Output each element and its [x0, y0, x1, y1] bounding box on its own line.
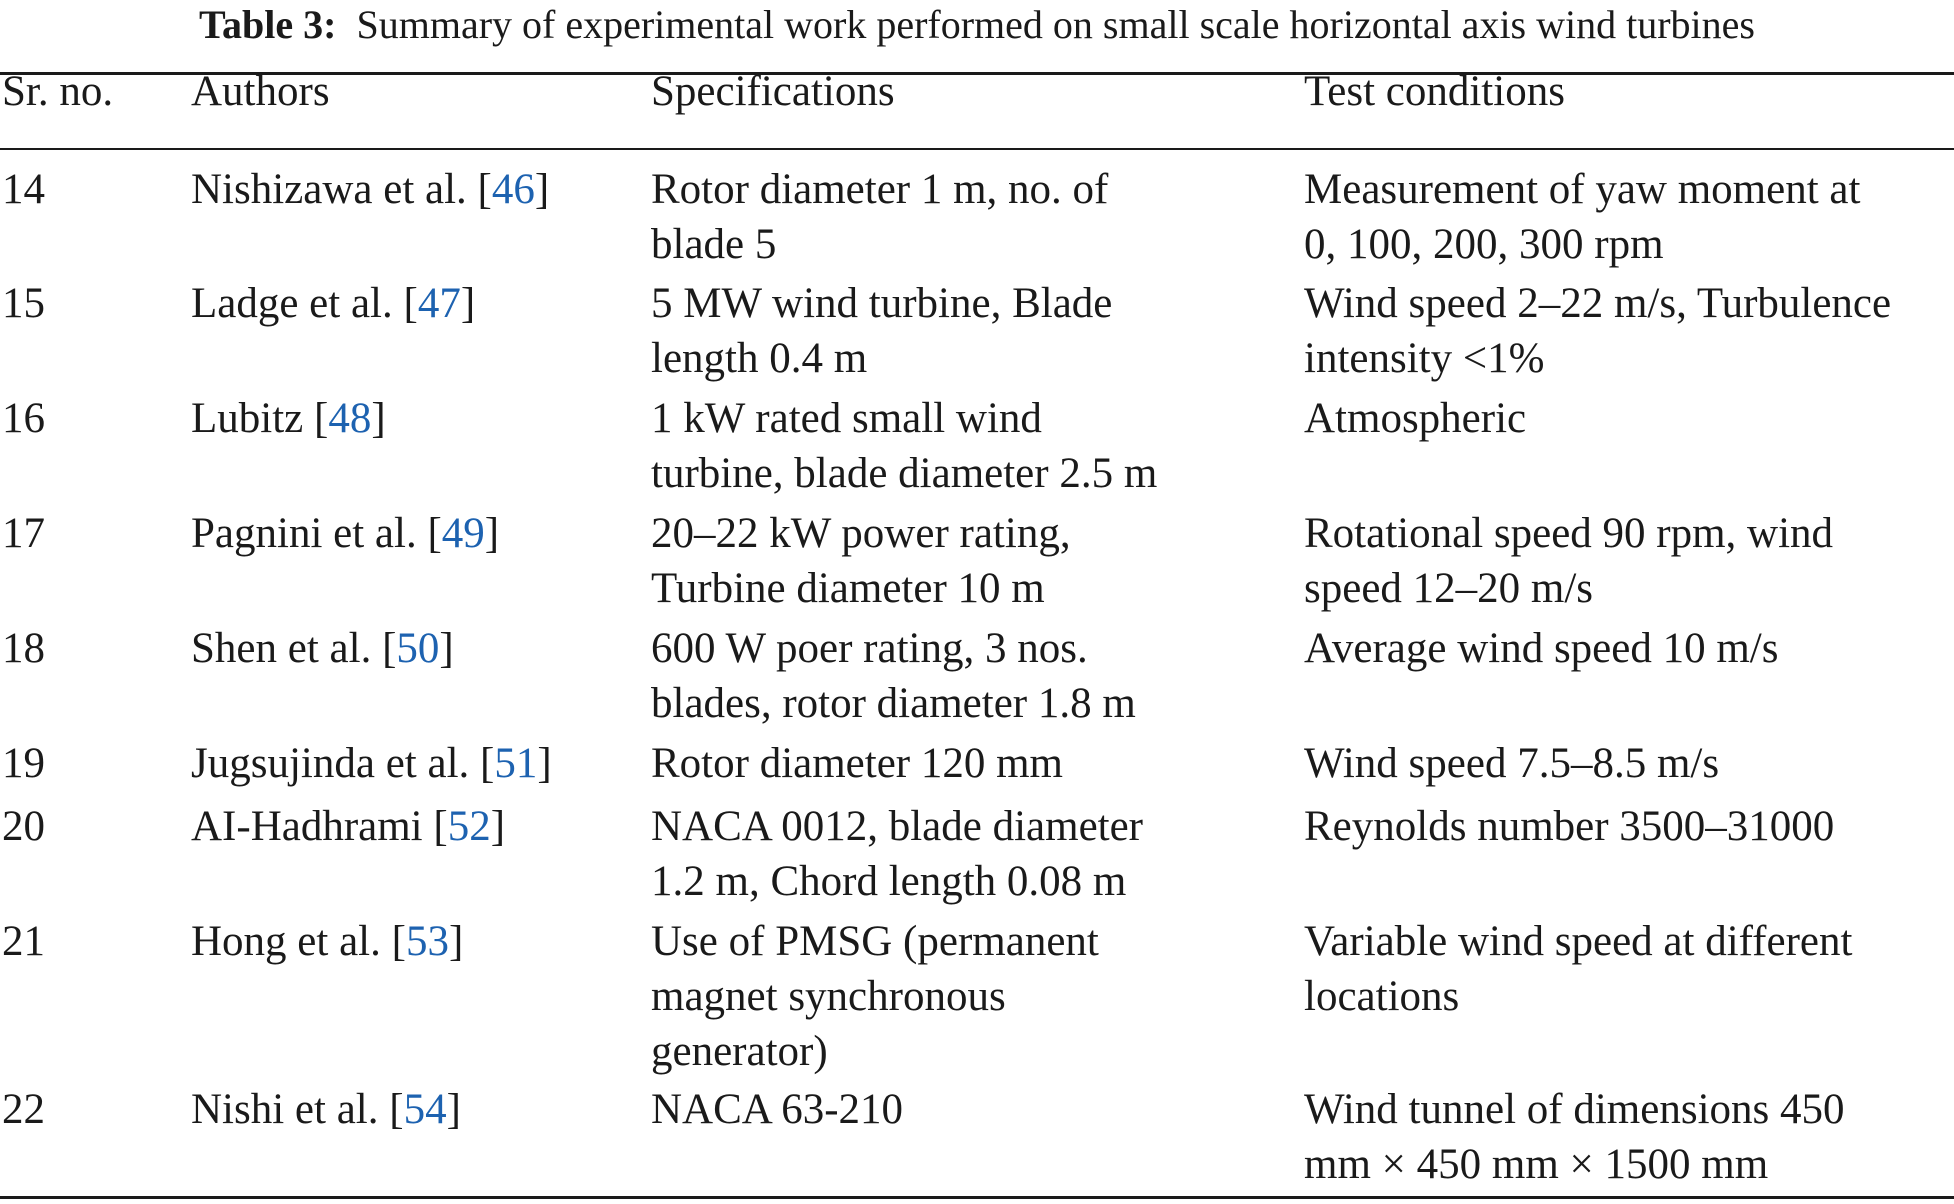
sr-no-cell: 19	[2, 740, 45, 787]
sr-no-cell: 17	[2, 510, 45, 557]
table-caption: Table 3: Summary of experimental work pe…	[0, 0, 1954, 58]
author-cell: Lubitz [48]	[191, 395, 386, 442]
specification-cell: Use of PMSG (permanent magnet synchronous…	[651, 918, 1099, 1075]
test-conditions-cell: Wind speed 2–22 m/s, Turbulence intensity…	[1304, 280, 1892, 382]
author-cell: AI-Hadhrami [52]	[191, 803, 506, 850]
table-title: Summary of experimental work performed o…	[356, 2, 1755, 47]
header-specifications: Specifications	[651, 68, 895, 115]
test-conditions-cell: Rotational speed 90 rpm, wind speed 12–20…	[1304, 510, 1834, 612]
author-cell: Shen et al. [50]	[191, 625, 454, 672]
sr-no-cell: 18	[2, 625, 45, 672]
sr-no-cell: 15	[2, 280, 45, 327]
header-test-conditions: Test conditions	[1304, 68, 1565, 115]
author-cell: Ladge et al. [47]	[191, 280, 476, 327]
sr-no-cell: 16	[2, 395, 45, 442]
specification-cell: NACA 63-210	[651, 1086, 904, 1133]
author-cell: Jugsujinda et al. [51]	[191, 740, 552, 787]
specification-cell: 20–22 kW power rating, Turbine diameter 1…	[651, 510, 1071, 612]
reference-link[interactable]: 49	[441, 510, 485, 557]
reference-link[interactable]: 52	[447, 803, 491, 850]
reference-link[interactable]: 51	[494, 740, 538, 787]
reference-link[interactable]: 54	[403, 1086, 447, 1133]
test-conditions-cell: Wind speed 7.5–8.5 m/s	[1304, 740, 1720, 787]
specification-cell: 600 W poer rating, 3 nos. blades, rotor d…	[651, 625, 1136, 727]
specification-cell: 1 kW rated small wind turbine, blade diam…	[651, 395, 1158, 497]
test-conditions-cell: Wind tunnel of dimensions 450 mm × 450 mm…	[1304, 1086, 1845, 1188]
top-rule	[0, 72, 1954, 75]
reference-link[interactable]: 46	[491, 166, 535, 213]
header-sr-no: Sr. no.	[2, 68, 114, 115]
specification-cell: Rotor diameter 120 mm	[651, 740, 1064, 787]
sr-no-cell: 21	[2, 918, 45, 965]
specification-cell: 5 MW wind turbine, Blade length 0.4 m	[651, 280, 1113, 382]
test-conditions-cell: Reynolds number 3500–31000	[1304, 803, 1835, 850]
reference-link[interactable]: 48	[328, 395, 372, 442]
sr-no-cell: 20	[2, 803, 45, 850]
test-conditions-cell: Variable wind speed at different location…	[1304, 918, 1853, 1020]
author-cell: Hong et al. [53]	[191, 918, 464, 965]
author-cell: Nishi et al. [54]	[191, 1086, 461, 1133]
reference-link[interactable]: 47	[417, 280, 461, 327]
sr-no-cell: 22	[2, 1086, 45, 1133]
bottom-rule	[0, 1196, 1954, 1199]
test-conditions-cell: Average wind speed 10 m/s	[1304, 625, 1779, 672]
sr-no-cell: 14	[2, 166, 45, 213]
reference-link[interactable]: 50	[396, 625, 440, 672]
header-rule	[0, 148, 1954, 150]
author-cell: Pagnini et al. [49]	[191, 510, 500, 557]
test-conditions-cell: Atmospheric	[1304, 395, 1527, 442]
header-authors: Authors	[191, 68, 330, 115]
reference-link[interactable]: 53	[405, 918, 449, 965]
author-cell: Nishizawa et al. [46]	[191, 166, 550, 213]
test-conditions-cell: Measurement of yaw moment at 0, 100, 200,…	[1304, 166, 1861, 268]
table-label: Table 3:	[199, 2, 337, 47]
specification-cell: Rotor diameter 1 m, no. of blade 5	[651, 166, 1109, 268]
specification-cell: NACA 0012, blade diameter 1.2 m, Chord le…	[651, 803, 1144, 905]
